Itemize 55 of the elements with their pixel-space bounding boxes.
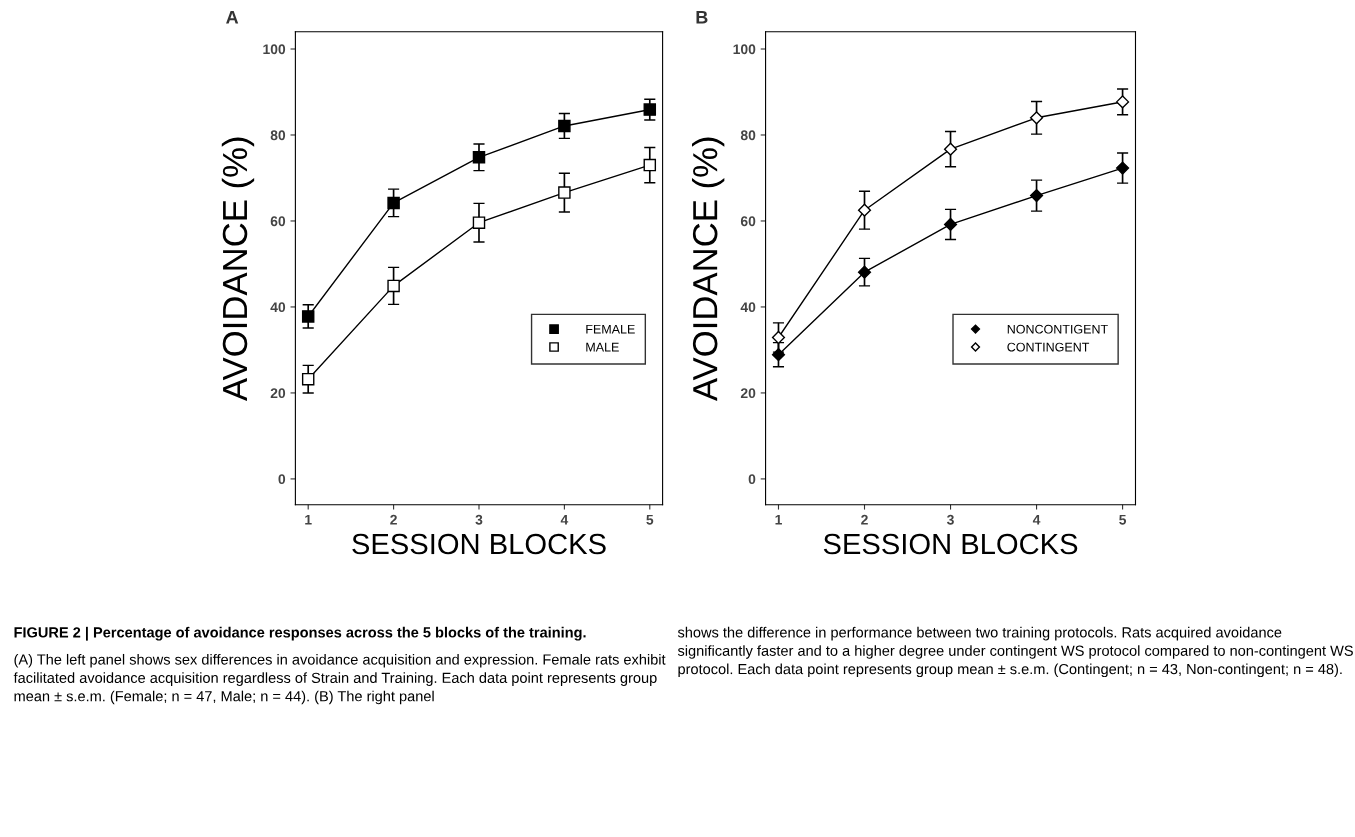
y-tick-label: 40	[740, 302, 756, 313]
y-axis-title: AVOIDANCE (%)	[691, 137, 725, 401]
legend-label: FEMALE	[586, 324, 635, 334]
point	[771, 348, 786, 362]
point	[943, 142, 958, 156]
legend-label: MALE	[586, 342, 619, 352]
point	[301, 310, 315, 323]
point	[1029, 111, 1044, 125]
x-tick-label: 3	[475, 514, 483, 525]
point	[472, 151, 486, 164]
x-tick-label: 1	[775, 514, 782, 525]
point	[857, 265, 872, 279]
point	[771, 330, 786, 345]
x-tick-label: 5	[1119, 514, 1127, 525]
y-tick-label: 80	[270, 130, 286, 141]
chart-title: B	[696, 11, 708, 24]
x-axis-title: SESSION BLOCKS	[823, 533, 1078, 555]
y-tick-label: 0	[278, 474, 286, 485]
x-tick-label: 4	[1032, 514, 1041, 525]
x-tick-label: 1	[305, 514, 312, 525]
y-tick-label: 0	[748, 474, 756, 485]
x-tick-label: 3	[946, 514, 954, 525]
x-tick-label: 2	[861, 514, 868, 525]
x-tick-label: 5	[646, 514, 654, 525]
text: shows the difference in performance between two training protocols. Rats acquired avoidance significantly faster and to a higher degree under contingent WS protocol compared to non-contingent WS protocol. Each data point represents group mean ± s.e.m. (Contingent; n = 43, Non-contingent; n = 48).	[677, 626, 1353, 678]
y-tick-label: 40	[270, 302, 286, 313]
y-tick-label: 100	[733, 44, 756, 55]
legend-label: NONCONTIGENT	[1007, 324, 1108, 334]
point	[1115, 161, 1130, 175]
point	[387, 279, 400, 293]
point	[943, 217, 958, 231]
x-axis-title: SESSION BLOCKS	[352, 533, 606, 555]
point	[387, 196, 400, 210]
point	[472, 216, 486, 229]
point	[1115, 95, 1130, 109]
point	[558, 186, 571, 199]
point	[857, 203, 872, 217]
chart-title: A	[226, 11, 239, 24]
text: (A) The left panel shows sex differences in avoidance acquisition and expression. Female rats exhibit facilitated avoidance acquisition regardless of Strain and Training. Each data point represents group mean ± s.e.m. (Female; n = 47, Male; n = 44). (B) The right panel	[13, 653, 666, 705]
x-tick-label: 2	[390, 514, 397, 525]
caption: FIGURE 2 | Percentage of avoidance responses across the 5 blocks of the training.	[14, 626, 586, 641]
y-tick-label: 100	[263, 44, 286, 55]
point	[301, 372, 315, 386]
y-tick-label: 60	[270, 216, 286, 227]
point	[643, 158, 657, 172]
y-axis-title: AVOIDANCE (%)	[221, 137, 255, 401]
point	[643, 103, 657, 116]
y-tick-label: 80	[740, 130, 756, 141]
point	[558, 119, 571, 133]
y-tick-label: 20	[270, 388, 286, 399]
y-tick-label: 20	[740, 388, 756, 399]
legend-label: CONTINGENT	[1007, 342, 1090, 352]
y-tick-label: 60	[740, 216, 756, 227]
x-tick-label: 4	[560, 514, 569, 525]
point	[1029, 189, 1044, 203]
